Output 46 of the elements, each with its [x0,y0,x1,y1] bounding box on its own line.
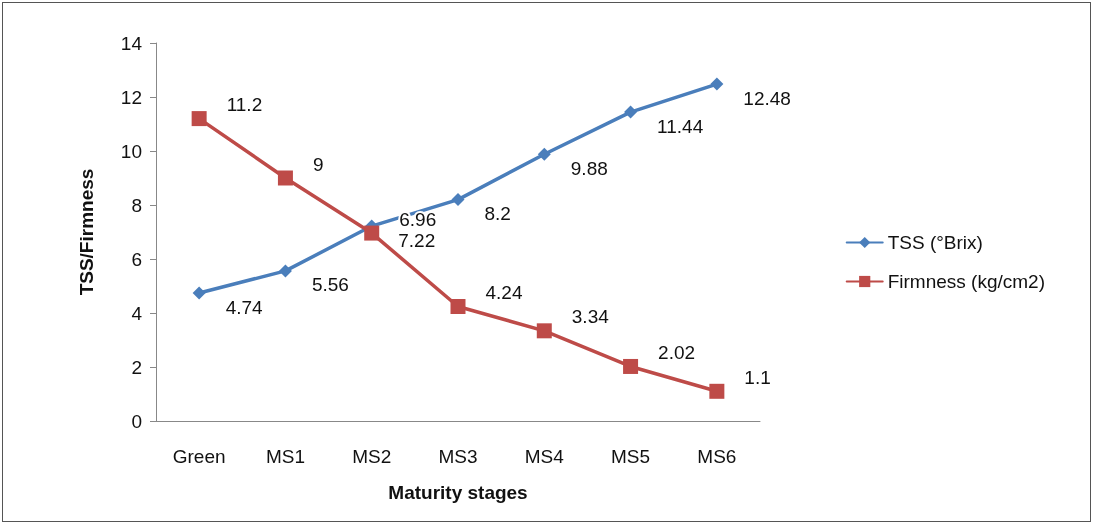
data-label: 7.22 [398,229,436,251]
x-tick-label: Green [172,446,226,467]
data-label: 5.56 [311,274,349,296]
point [451,193,465,207]
data-label: 4.24 [485,282,523,304]
data-label: 8.2 [484,203,511,225]
data-label: 9 [312,153,324,175]
point [623,358,639,374]
point [710,77,724,91]
legend-label: TSS (°Brix) [887,232,983,253]
data-label: 3.34 [571,306,610,328]
point [192,286,206,300]
data-label: 6.96 [399,208,437,230]
x-tick-label: MS2 [352,446,392,467]
point [277,170,293,186]
x-axis-title: Maturity stages [388,482,528,503]
y-tick-label: 14 [120,32,143,54]
y-tick-label: 6 [131,248,142,270]
point [537,147,551,161]
point [709,383,725,399]
point [624,105,638,119]
data-label: 9.88 [570,157,608,179]
y-tick-label: 4 [131,302,143,324]
x-tick-label: MS3 [438,446,478,467]
data-label: 11.44 [657,115,704,137]
point [450,299,466,315]
y-tick-label: 8 [131,194,142,216]
data-label: 2.02 [658,341,696,363]
x-tick-label: MS1 [265,446,305,467]
data-label: 12.48 [743,87,791,109]
y-tick-label: 0 [131,410,142,432]
point [536,323,552,339]
y-tick-label: 2 [131,356,142,378]
y-axis-title: TSS/Firmness [76,168,97,296]
data-label: 11.2 [226,94,263,116]
x-tick-label: MS4 [524,446,565,467]
data-label: 1.1 [744,366,771,388]
point [191,111,207,127]
x-tick-label: MS5 [611,446,651,467]
y-tick-label: 10 [120,140,142,162]
legend-label: Firmness (kg/cm2) [887,271,1046,292]
point [278,264,292,278]
x-tick-label: MS6 [697,446,737,467]
point [364,225,380,241]
data-label: 4.74 [225,296,264,318]
y-tick-label: 12 [120,86,142,108]
